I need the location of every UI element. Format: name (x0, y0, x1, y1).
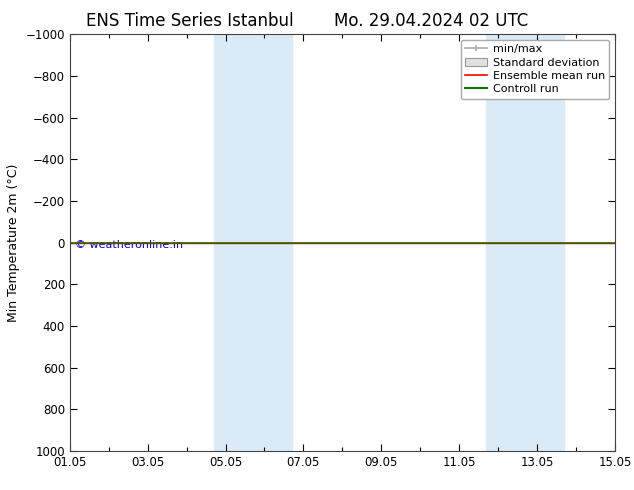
Text: © weatheronline.in: © weatheronline.in (75, 241, 183, 250)
Bar (214, 34, 292, 451)
Text: Mo. 29.04.2024 02 UTC: Mo. 29.04.2024 02 UTC (334, 12, 528, 30)
Y-axis label: Min Temperature 2m (°C): Min Temperature 2m (°C) (7, 163, 20, 322)
Text: ENS Time Series Istanbul: ENS Time Series Istanbul (86, 12, 294, 30)
Bar (486, 34, 564, 451)
Legend: min/max, Standard deviation, Ensemble mean run, Controll run: min/max, Standard deviation, Ensemble me… (460, 40, 609, 99)
